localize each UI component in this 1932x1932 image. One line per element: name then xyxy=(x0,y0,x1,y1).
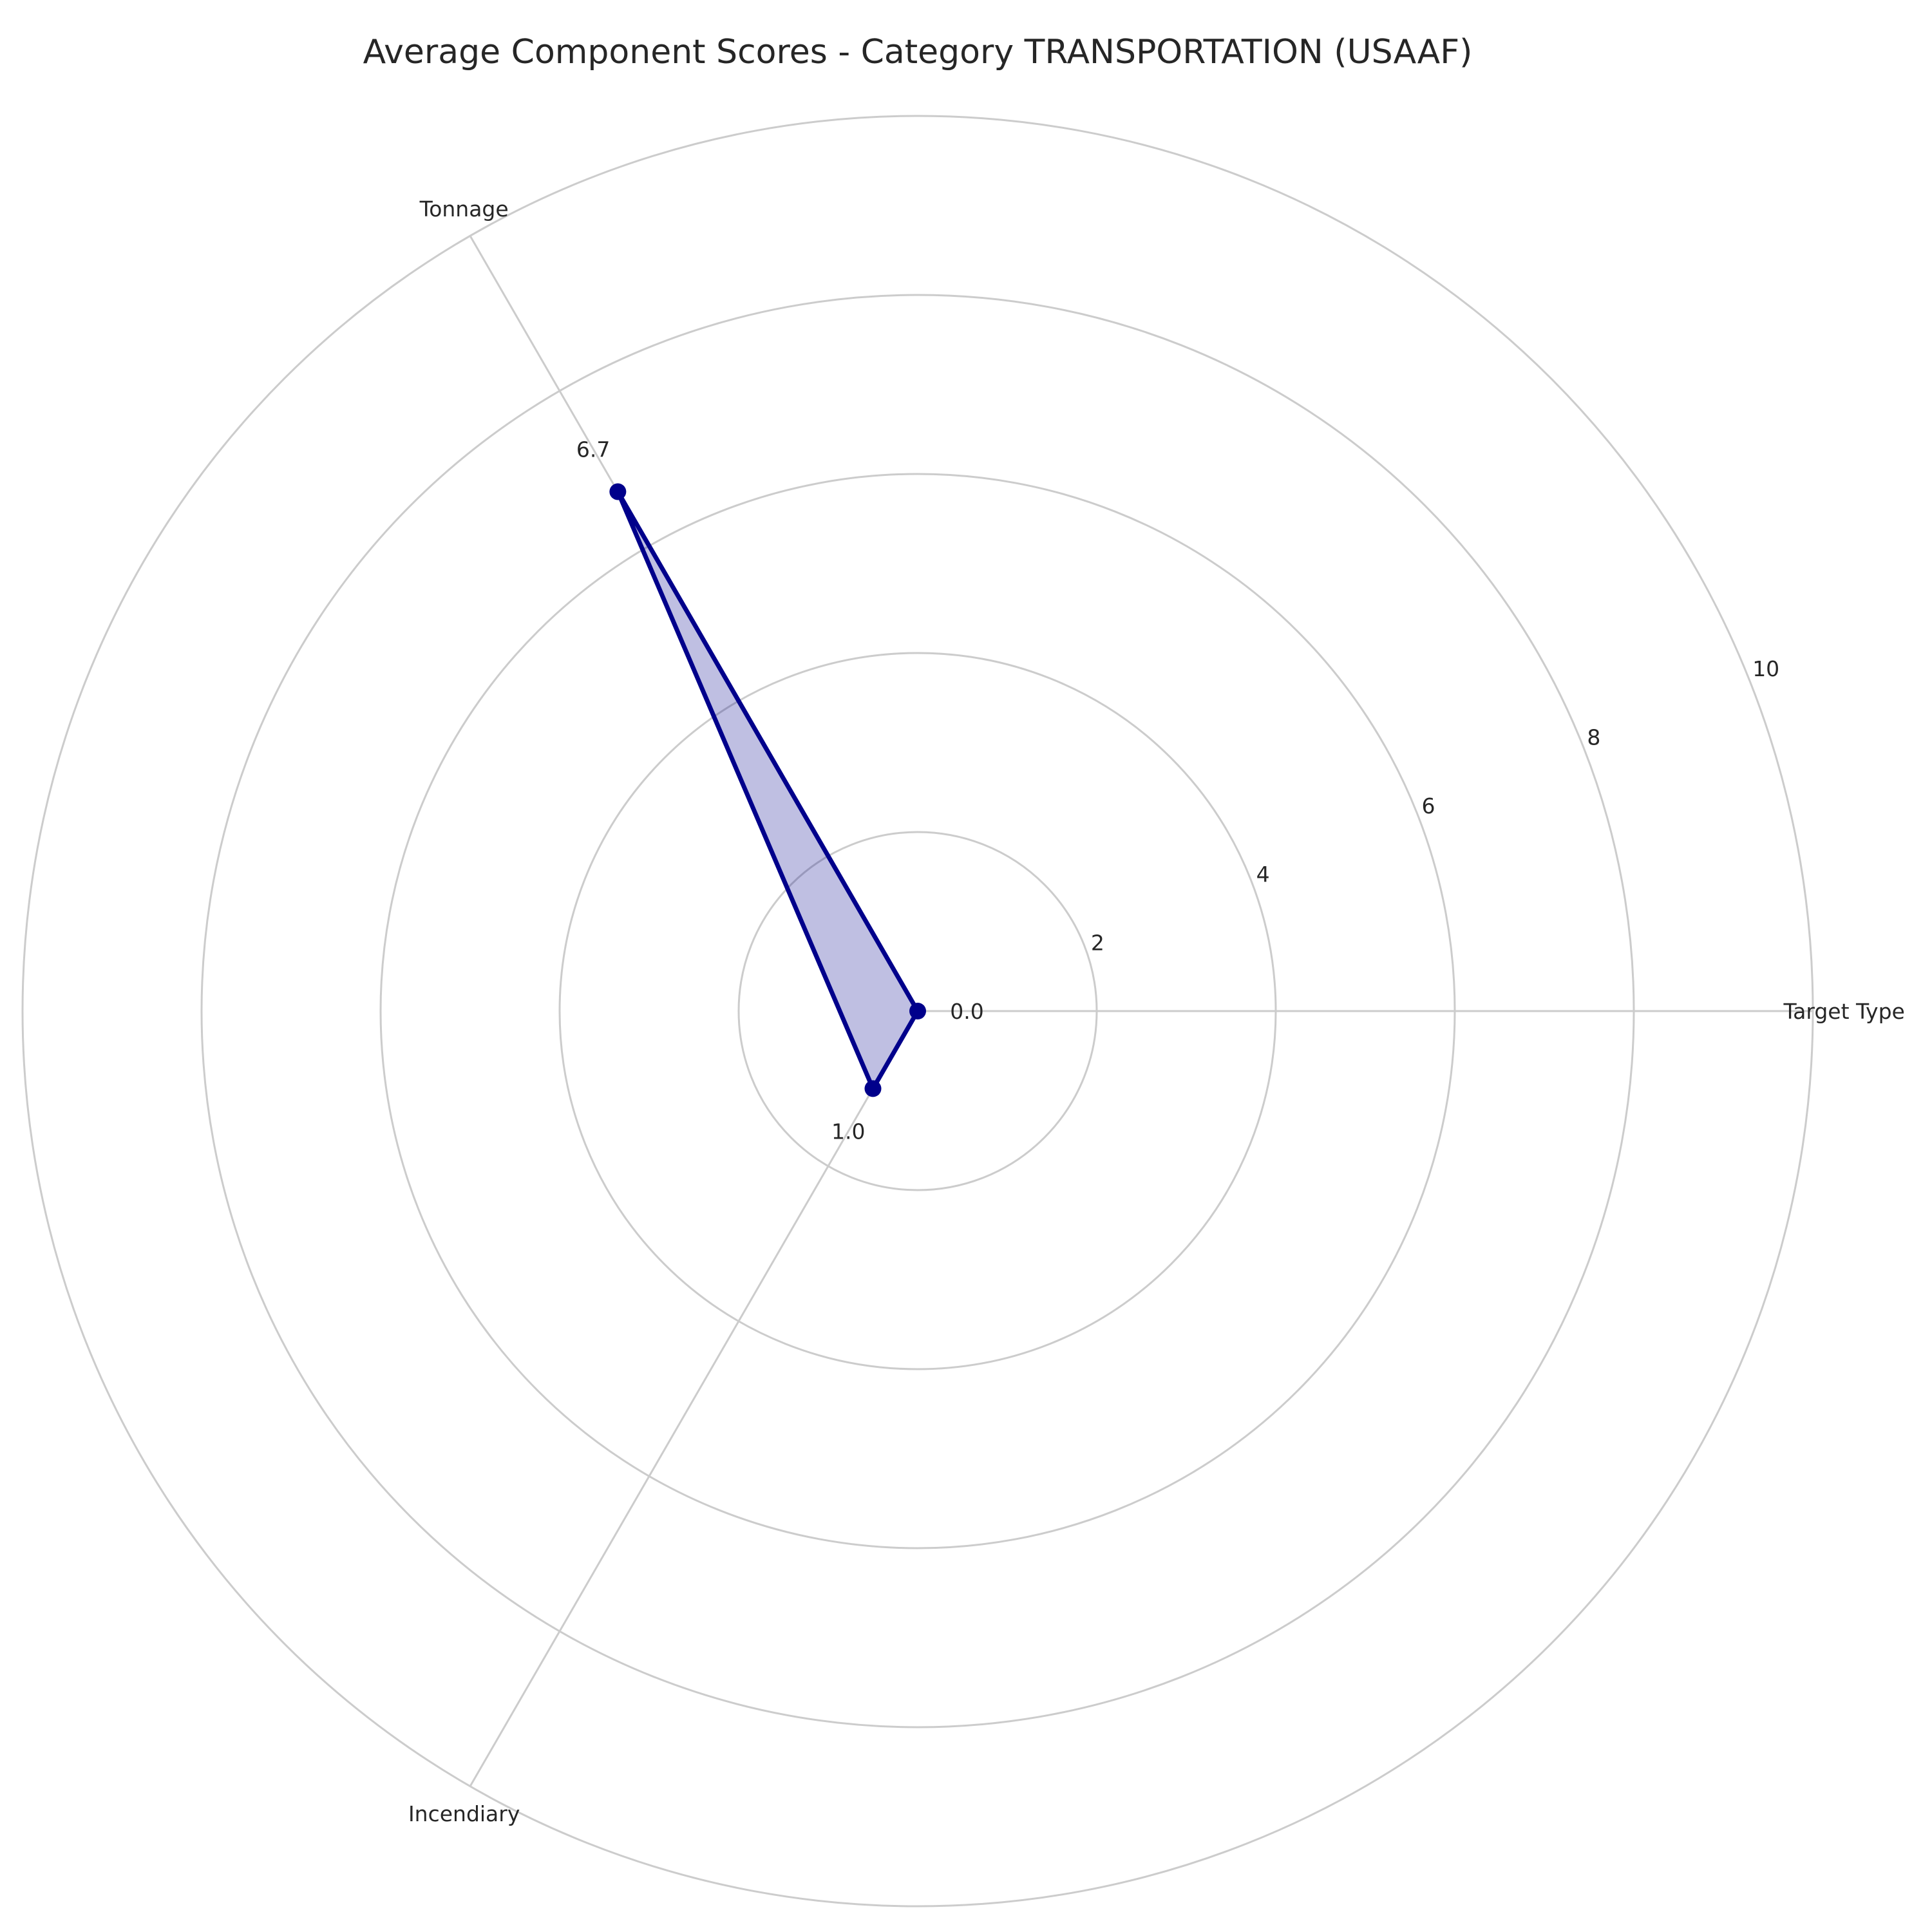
value-label-incendiary: 1.0 xyxy=(831,1119,865,1144)
r-tick-label-6: 6 xyxy=(1422,793,1435,819)
radial-tick-labels: 2 4 6 8 10 xyxy=(1091,656,1779,956)
value-label-target-type: 0.0 xyxy=(950,999,983,1024)
value-labels: 0.0 6.7 1.0 xyxy=(576,437,984,1144)
r-tick-label-10: 10 xyxy=(1752,656,1779,681)
series-points xyxy=(609,483,926,1097)
data-point-incendiary xyxy=(864,1080,882,1097)
category-label-target-type: Target Type xyxy=(1783,999,1904,1024)
data-series xyxy=(609,483,926,1097)
category-label-incendiary: Incendiary xyxy=(408,1801,520,1826)
series-line xyxy=(616,490,921,1094)
angular-grid xyxy=(469,235,1813,1787)
chart-title: Average Component Scores - Category TRAN… xyxy=(363,33,1473,71)
value-label-tonnage: 6.7 xyxy=(576,437,610,462)
spoke-incendiary xyxy=(469,1010,919,1787)
data-point-target-type xyxy=(909,1003,926,1019)
data-point-tonnage xyxy=(609,483,627,500)
r-tick-label-2: 2 xyxy=(1091,931,1104,956)
series-area xyxy=(618,491,918,1089)
r-tick-label-4: 4 xyxy=(1256,862,1270,887)
category-labels: Target Type Tonnage Incendiary xyxy=(408,196,1905,1826)
category-label-tonnage: Tonnage xyxy=(419,196,509,222)
r-tick-label-8: 8 xyxy=(1587,724,1600,750)
